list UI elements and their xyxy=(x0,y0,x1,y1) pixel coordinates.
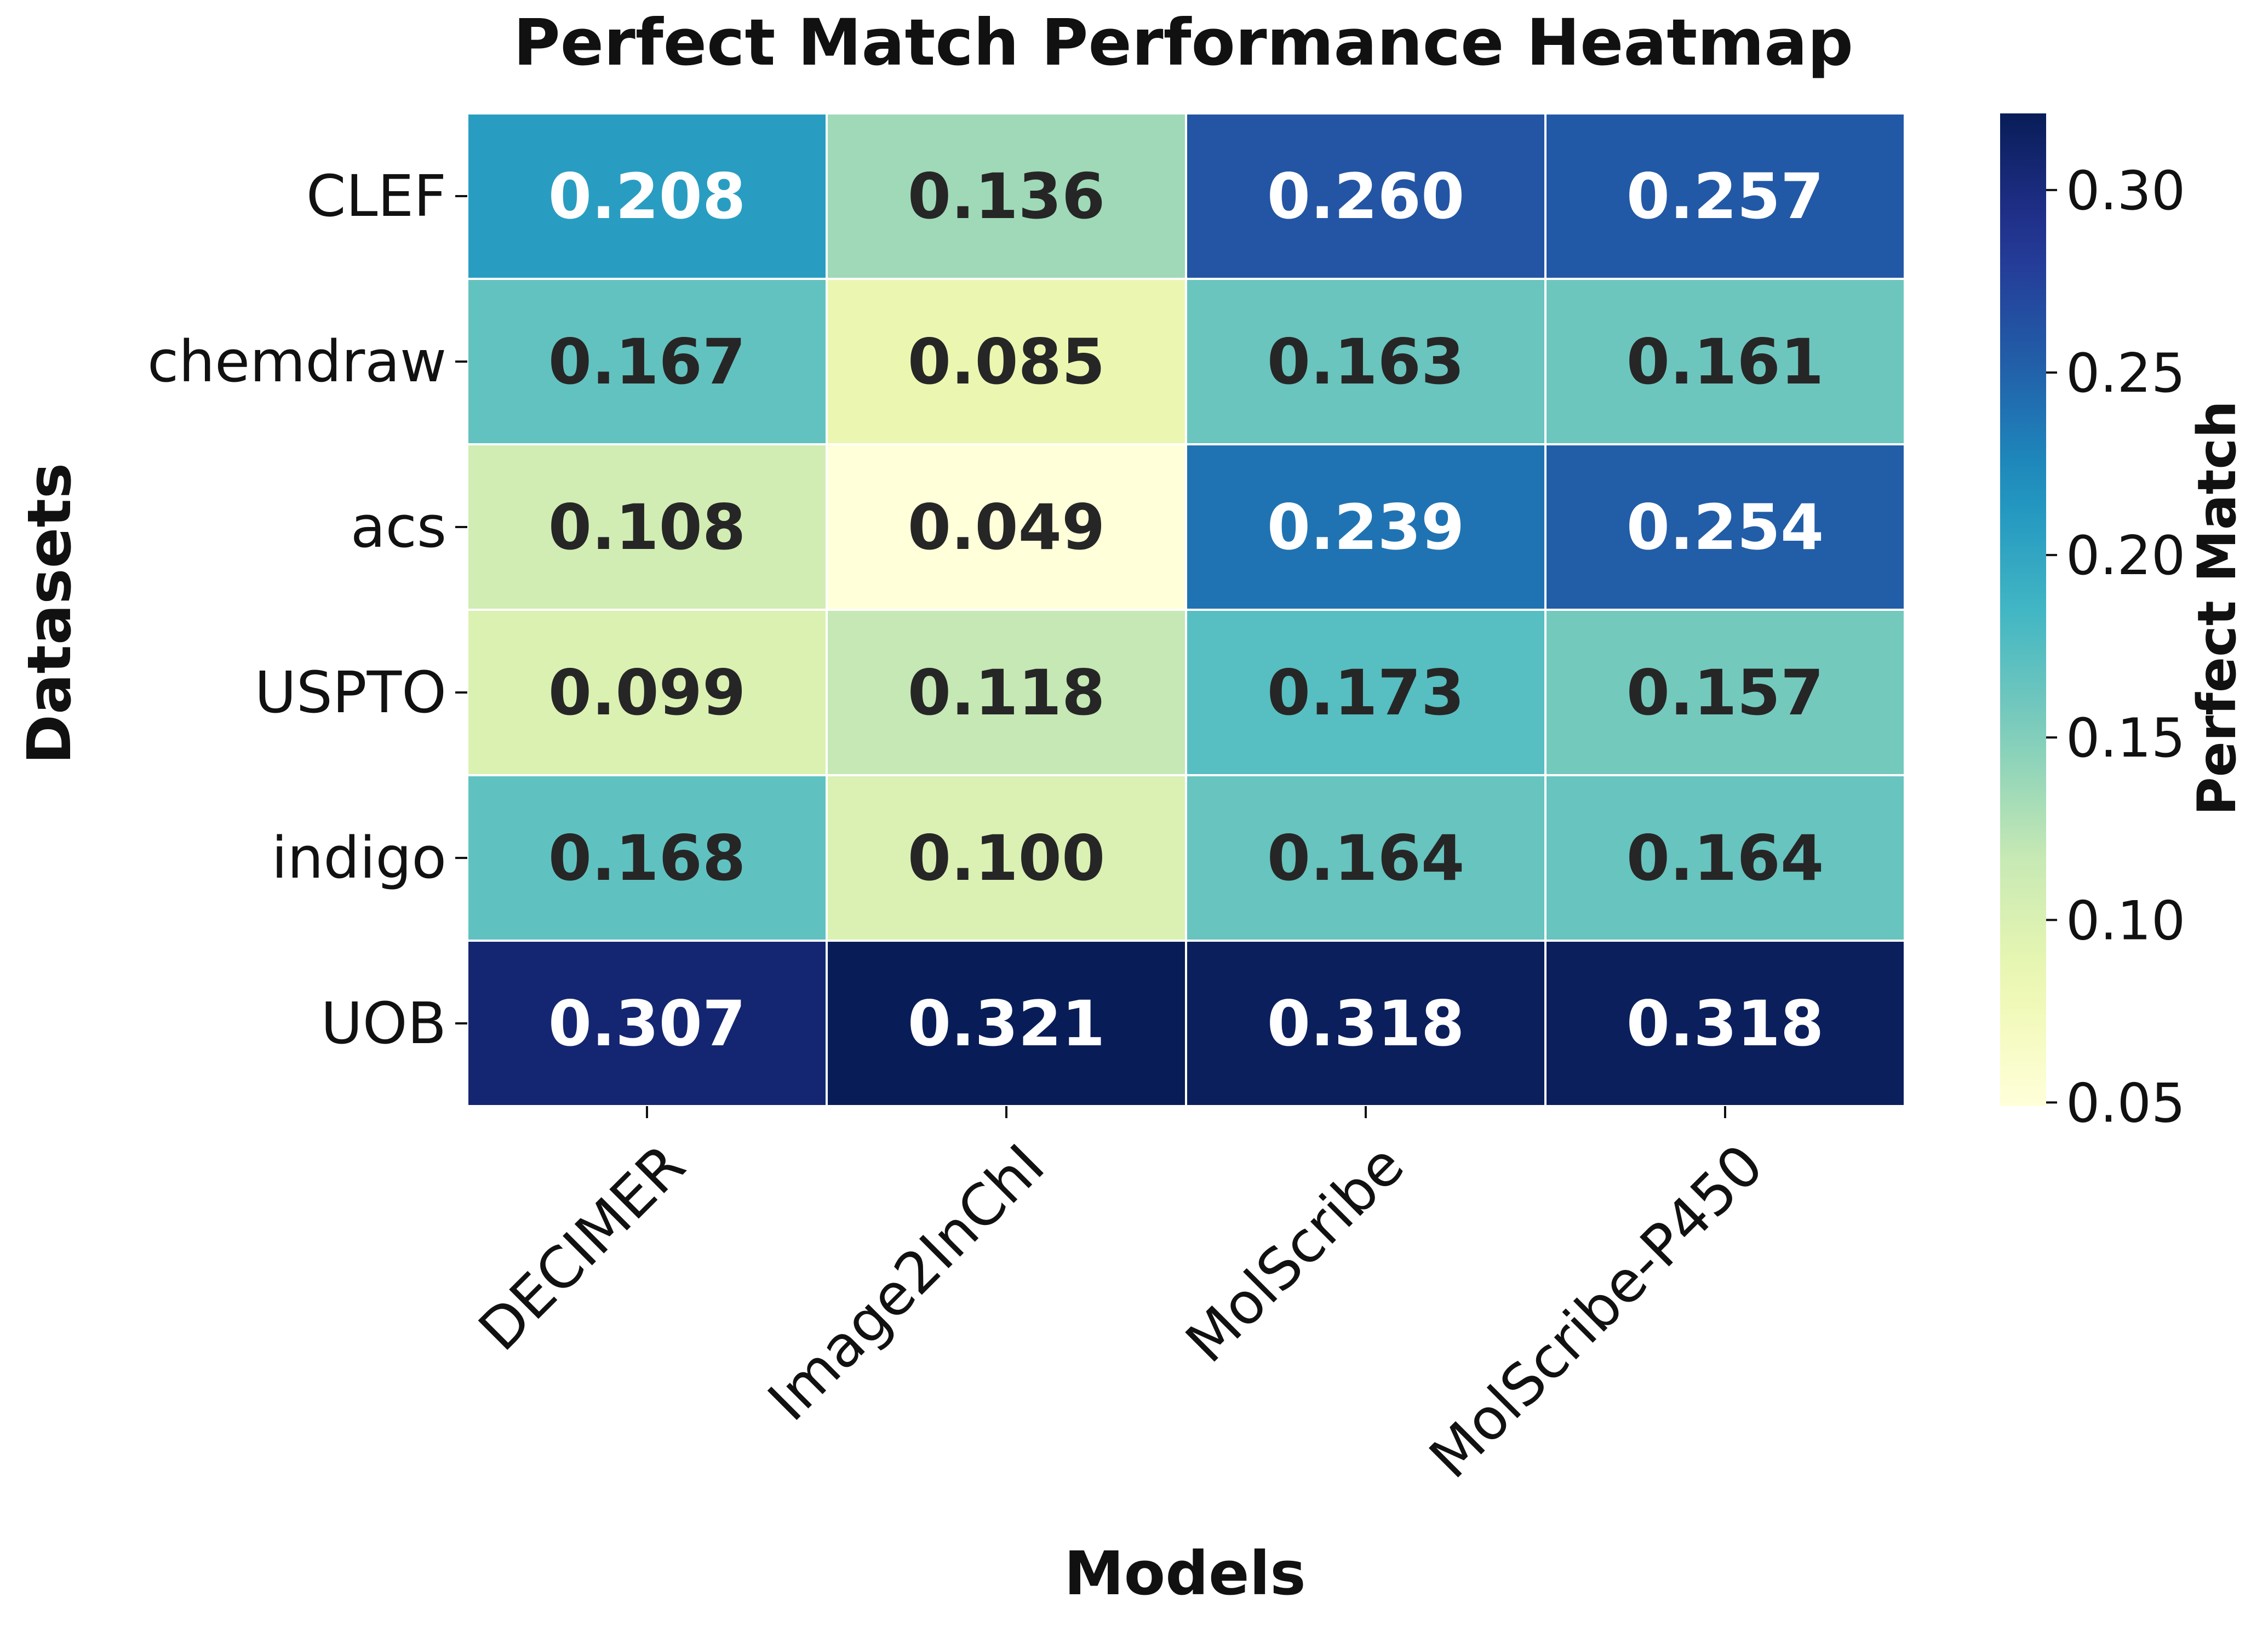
heatmap-cell xyxy=(826,774,1187,942)
x-axis-label: Models xyxy=(1064,1538,1306,1608)
cell-value-label: 0.173 xyxy=(1267,656,1465,729)
heatmap-cell xyxy=(466,112,828,280)
y-tick-label: chemdraw xyxy=(147,328,446,395)
heatmap-cell xyxy=(466,774,828,942)
heatmap-cell xyxy=(826,609,1187,776)
cell-value-label: 0.260 xyxy=(1267,160,1465,233)
y-tick-label: acs xyxy=(351,494,446,560)
colorbar-label: Perfect Match xyxy=(2186,400,2248,815)
cell-value-label: 0.167 xyxy=(548,325,746,398)
y-axis-label: Datasets xyxy=(14,463,84,764)
colorbar-gradient xyxy=(2000,113,2046,1106)
cell-value-label: 0.163 xyxy=(1267,325,1465,398)
heatmap-cell xyxy=(1185,774,1547,942)
heatmap-cell xyxy=(466,278,828,445)
heatmap-cell xyxy=(1185,940,1547,1107)
heatmap-cells xyxy=(466,112,1906,1107)
cell-value-label: 0.099 xyxy=(548,656,746,729)
x-axis-ticks: DECIMER Image2InChI MolScribe MolScribe-P45… xyxy=(466,1106,1776,1491)
y-tick-label: USPTO xyxy=(255,659,446,726)
y-axis-ticks: CLEF chemdraw acs USPTO indigo UOB xyxy=(147,163,467,1057)
cell-value-label: 0.108 xyxy=(548,491,746,564)
y-tick-label: CLEF xyxy=(306,163,446,230)
x-tick-label: MolScribe xyxy=(1173,1132,1417,1376)
cell-value-label: 0.257 xyxy=(1626,160,1824,233)
heatmap-cell xyxy=(1185,112,1547,280)
colorbar-ticks: 0.05 0.10 0.15 0.20 0.25 0.30 xyxy=(2046,160,2185,1135)
colorbar-tick-label: 0.20 xyxy=(2066,525,2185,587)
colorbar-tick-label: 0.05 xyxy=(2066,1072,2185,1135)
cell-value-label: 0.161 xyxy=(1626,325,1824,398)
heatmap-cell xyxy=(1544,443,1906,611)
cell-value-label: 0.307 xyxy=(548,987,746,1060)
cell-value-label: 0.208 xyxy=(548,160,746,233)
y-tick-label: indigo xyxy=(272,825,446,891)
heatmap-cell xyxy=(1544,609,1906,776)
x-tick-label: Image2InChI xyxy=(755,1132,1057,1434)
heatmap-cell xyxy=(1185,609,1547,776)
cell-value-label: 0.118 xyxy=(908,656,1106,729)
heatmap-cell xyxy=(1544,278,1906,445)
colorbar-tick-label: 0.15 xyxy=(2066,707,2185,770)
cell-value-label: 0.164 xyxy=(1626,822,1824,895)
colorbar: 0.05 0.10 0.15 0.20 0.25 0.30 xyxy=(2000,113,2185,1135)
cell-value-label: 0.254 xyxy=(1626,491,1824,564)
heatmap-cell-labels: 0.208 0.136 0.260 0.257 0.167 0.085 0.163 0.161… xyxy=(548,160,1824,1060)
cell-value-label: 0.136 xyxy=(908,160,1106,233)
heatmap-cell xyxy=(466,940,828,1107)
colorbar-tick-label: 0.30 xyxy=(2066,160,2185,222)
chart-title: Perfect Match Performance Heatmap xyxy=(513,5,1853,80)
cell-value-label: 0.164 xyxy=(1267,822,1465,895)
cell-value-label: 0.085 xyxy=(908,325,1106,398)
cell-value-label: 0.321 xyxy=(908,987,1106,1060)
cell-value-label: 0.168 xyxy=(548,822,746,895)
cell-value-label: 0.049 xyxy=(908,491,1106,564)
heatmap-cell xyxy=(826,278,1187,445)
cell-value-label: 0.239 xyxy=(1267,491,1465,564)
colorbar-tick-label: 0.25 xyxy=(2066,342,2185,405)
y-tick-label: UOB xyxy=(321,990,446,1057)
heatmap-cell xyxy=(466,609,828,776)
heatmap-cell xyxy=(1544,940,1906,1107)
x-tick-label: DECIMER xyxy=(466,1132,697,1364)
cell-value-label: 0.100 xyxy=(908,822,1106,895)
heatmap-cell xyxy=(826,443,1187,611)
heatmap-cell xyxy=(826,112,1187,280)
x-tick-label: MolScribe-P450 xyxy=(1417,1132,1776,1491)
cell-value-label: 0.157 xyxy=(1626,656,1824,729)
colorbar-tick-label: 0.10 xyxy=(2066,890,2185,952)
heatmap-cell xyxy=(826,940,1187,1107)
heatmap-cell xyxy=(1544,112,1906,280)
cell-value-label: 0.318 xyxy=(1267,987,1465,1060)
heatmap-cell xyxy=(1544,774,1906,942)
cell-value-label: 0.318 xyxy=(1626,987,1824,1060)
